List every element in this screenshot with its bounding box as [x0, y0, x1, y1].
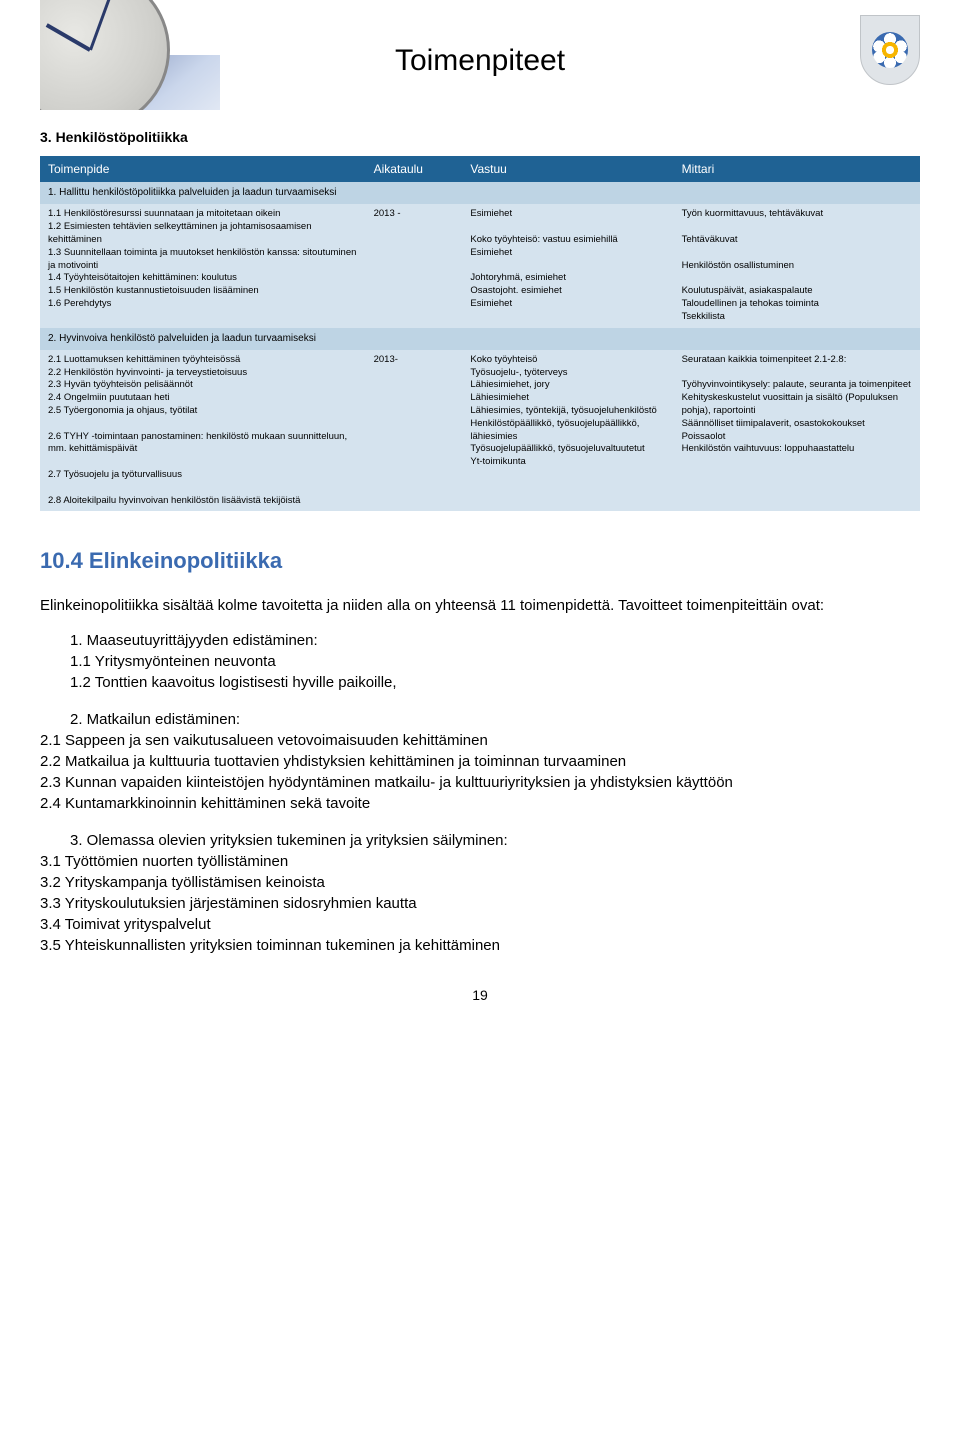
- g3-3: 3.3 Yrityskoulutuksien järjestäminen sid…: [40, 893, 920, 914]
- g1-head: 1. Maaseutuyrittäjyyden edistäminen:: [70, 630, 920, 651]
- g2-3: 2.3 Kunnan vapaiden kiinteistöjen hyödyn…: [40, 772, 920, 793]
- col-vastuu: Vastuu: [462, 156, 673, 183]
- g3-5: 3.5 Yhteiskunnallisten yrityksien toimin…: [40, 935, 920, 956]
- cell-2-3: Koko työyhteisö Työsuojelu-, työterveys …: [462, 350, 673, 512]
- toimenpiteet-table: Toimenpide Aikataulu Vastuu Mittari 1. H…: [40, 156, 920, 512]
- g1-2: 1.2 Tonttien kaavoitus logistisesti hyvi…: [70, 672, 920, 693]
- subhead-2: 2. Hyvinvoiva henkilöstö palveluiden ja …: [40, 328, 920, 350]
- intro-paragraph: Elinkeinopolitiikka sisältää kolme tavoi…: [40, 595, 920, 616]
- g3-2: 3.2 Yrityskampanja työllistämisen keinoi…: [40, 872, 920, 893]
- g3-head: 3. Olemassa olevien yrityksien tukeminen…: [70, 830, 920, 851]
- g3-4: 3.4 Toimivat yrityspalvelut: [40, 914, 920, 935]
- cell-1-4: Työn kuormittavuus, tehtäväkuvat Tehtävä…: [674, 204, 920, 327]
- g2-4: 2.4 Kuntamarkkinoinnin kehittäminen sekä…: [40, 793, 920, 814]
- heading-10-4: 10.4 Elinkeinopolitiikka: [40, 546, 920, 577]
- g2-2: 2.2 Matkailua ja kulttuuria tuottavien y…: [40, 751, 920, 772]
- coat-of-arms-badge: [860, 15, 920, 85]
- g2-head: 2. Matkailun edistäminen:: [70, 709, 920, 730]
- data-row-1: 1.1 Henkilöstöresurssi suunnataan ja mit…: [40, 204, 920, 327]
- subhead-row-2: 2. Hyvinvoiva henkilöstö palveluiden ja …: [40, 328, 920, 350]
- clock-image: [40, 0, 220, 110]
- subhead-1: 1. Hallittu henkilöstöpolitiikka palvelu…: [40, 182, 920, 204]
- slide-header: Toimenpiteet: [40, 0, 920, 120]
- col-aikataulu: Aikataulu: [366, 156, 463, 183]
- group-1: 1. Maaseutuyrittäjyyden edistäminen: 1.1…: [40, 630, 920, 693]
- g2-1: 2.1 Sappeen ja sen vaikutusalueen vetovo…: [40, 730, 920, 751]
- table-header-row: Toimenpide Aikataulu Vastuu Mittari: [40, 156, 920, 183]
- col-mittari: Mittari: [674, 156, 920, 183]
- cell-2-1: 2.1 Luottamuksen kehittäminen työyhteisö…: [40, 350, 366, 512]
- slide-title: Toimenpiteet: [395, 40, 565, 82]
- cell-1-2: 2013 -: [366, 204, 463, 327]
- col-toimenpide: Toimenpide: [40, 156, 366, 183]
- page: Toimenpiteet 3. Henkilöstöpolitiikka Toi…: [0, 0, 960, 1046]
- body-section: 10.4 Elinkeinopolitiikka Elinkeinopoliti…: [40, 546, 920, 956]
- data-row-2: 2.1 Luottamuksen kehittäminen työyhteisö…: [40, 350, 920, 512]
- cell-2-2: 2013-: [366, 350, 463, 512]
- subhead-row-1: 1. Hallittu henkilöstöpolitiikka palvelu…: [40, 182, 920, 204]
- cell-1-1: 1.1 Henkilöstöresurssi suunnataan ja mit…: [40, 204, 366, 327]
- section-3-title: 3. Henkilöstöpolitiikka: [40, 128, 920, 148]
- g3-1: 3.1 Työttömien nuorten työllistäminen: [40, 851, 920, 872]
- page-number: 19: [40, 986, 920, 1006]
- g1-1: 1.1 Yritysmyönteinen neuvonta: [70, 651, 920, 672]
- cell-2-4: Seurataan kaikkia toimenpiteet 2.1-2.8: …: [674, 350, 920, 512]
- flower-icon: [872, 32, 908, 68]
- group-3: 3. Olemassa olevien yrityksien tukeminen…: [40, 830, 920, 956]
- group-2: 2. Matkailun edistäminen: 2.1 Sappeen ja…: [40, 709, 920, 814]
- cell-1-3: Esimiehet Koko työyhteisö: vastuu esimie…: [462, 204, 673, 327]
